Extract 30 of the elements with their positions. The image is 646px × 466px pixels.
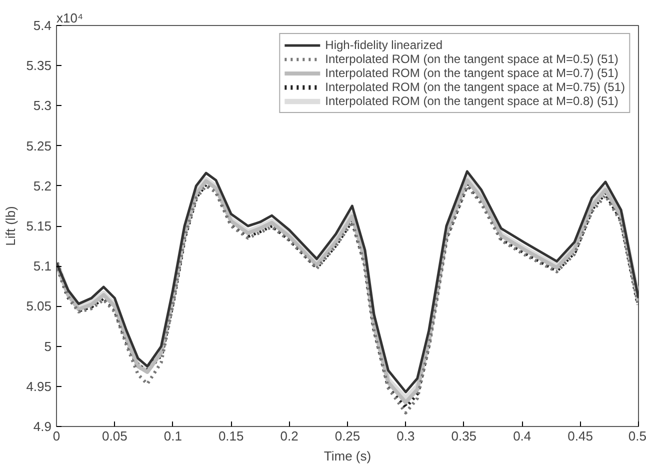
- y-tick-label: 5.35: [26, 58, 52, 74]
- x-tick-label: 0.15: [218, 428, 244, 444]
- y-tick-label: 5.25: [26, 138, 52, 154]
- x-tick-label: 0.35: [451, 428, 477, 444]
- legend-label: High-fidelity linearized: [325, 38, 443, 52]
- x-tick-label: 0.45: [568, 428, 593, 444]
- x-tick-label: 0.05: [102, 428, 128, 444]
- x-tick-label: 0.3: [396, 428, 415, 444]
- y-tick-label: 5.05: [26, 298, 52, 314]
- y-tick-label: 5.4: [33, 18, 52, 33]
- y-tick-label: 5.15: [26, 218, 52, 234]
- y-axis-title: Lift (lb): [3, 206, 18, 246]
- y-tick-label: 4.95: [26, 378, 52, 394]
- x-tick-label: 0: [52, 428, 60, 444]
- x-tick-label: 0.1: [164, 428, 182, 444]
- y-tick-label: 5.1: [33, 258, 52, 274]
- legend-label: Interpolated ROM (on the tangent space at M=0.7) (51): [325, 66, 618, 80]
- x-axis-title: Time (s): [324, 448, 372, 464]
- x-tick-label: 0.25: [334, 428, 360, 444]
- legend-label: Interpolated ROM (on the tangent space at M=0.5) (51): [325, 52, 618, 66]
- legend-label: Interpolated ROM (on the tangent space at M=0.8) (51): [325, 94, 618, 108]
- y-tick-label: 5: [44, 338, 52, 354]
- y-tick-label: 5.2: [33, 178, 52, 194]
- x-tick-label: 0.4: [513, 428, 532, 444]
- legend-label: Interpolated ROM (on the tangent space at M=0.75) (51): [325, 80, 625, 94]
- x-tick-label: 0.5: [628, 428, 646, 444]
- y-tick-label: 5.3: [33, 98, 52, 114]
- annotation: x10⁴: [56, 10, 84, 26]
- y-tick-label: 4.9: [33, 419, 52, 434]
- x-tick-label: 0.2: [280, 428, 298, 444]
